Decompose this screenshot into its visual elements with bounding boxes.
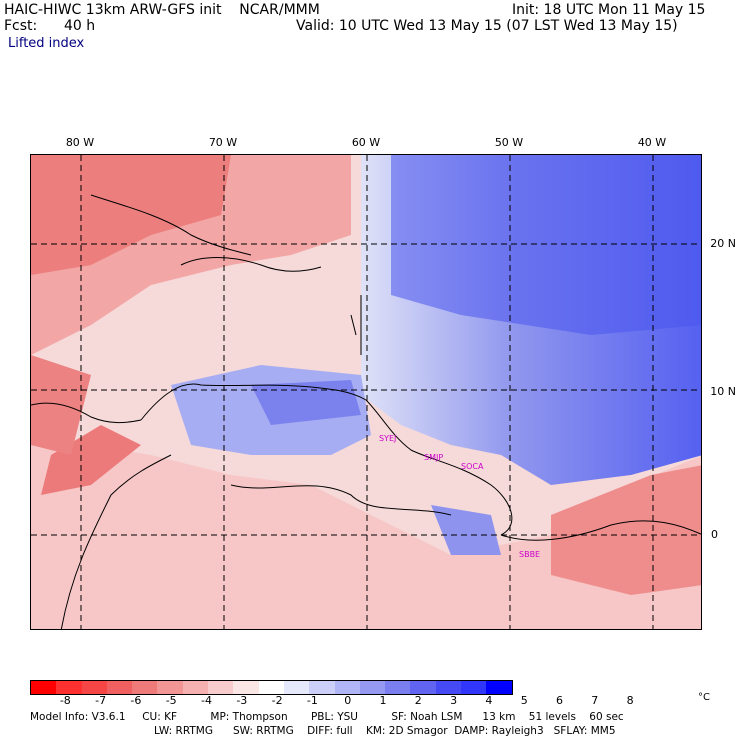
map-canvas: SYEJ SMJP SOCA SBBE bbox=[31, 155, 701, 629]
colorbar-tick-label: -2 bbox=[271, 694, 283, 707]
colorbar-swatch bbox=[81, 681, 107, 694]
hispaniola-coastline bbox=[180, 257, 322, 272]
valid-time: Valid: 10 UTC Wed 13 May 15 (07 LST Wed … bbox=[296, 18, 678, 34]
model-title: HAIC-HIWC 13km ARW-GFS init NCAR/MMM bbox=[4, 2, 320, 18]
colorbar-swatch bbox=[283, 681, 310, 694]
colorbar-swatch bbox=[56, 681, 82, 694]
colorbar-tick-label: -3 bbox=[236, 694, 248, 707]
colorbar-tick-label: 3 bbox=[450, 694, 458, 707]
colorbar-swatch bbox=[182, 681, 209, 694]
lifted-index-map: SYEJ SMJP SOCA SBBE bbox=[30, 154, 702, 630]
colorbar-tick-label: 5 bbox=[520, 694, 528, 707]
cuba-coastline bbox=[90, 194, 252, 256]
lon-label-40w: 40 W bbox=[637, 136, 667, 149]
lon-label-70w: 70 W bbox=[208, 136, 238, 149]
pacific-unstable bbox=[41, 425, 141, 495]
forecast-label: Fcst: bbox=[4, 18, 38, 34]
west-coast bbox=[60, 454, 172, 629]
colorbar-tick-label: -1 bbox=[306, 694, 318, 707]
lon-label-80w: 80 W bbox=[65, 136, 95, 149]
colorbar-swatch bbox=[106, 681, 133, 694]
colorbar-tick-label: 4 bbox=[485, 694, 493, 707]
station-syej: SYEJ bbox=[379, 434, 396, 443]
colorbar bbox=[30, 680, 513, 695]
colorbar-swatch bbox=[157, 681, 183, 694]
colorbar-swatch bbox=[309, 681, 335, 694]
colorbar-tick-label: -8 bbox=[59, 694, 71, 707]
colorbar-tick-label: 7 bbox=[591, 694, 599, 707]
colorbar-swatch bbox=[385, 681, 411, 694]
colorbar-swatch bbox=[410, 681, 436, 694]
lon-label-60w: 60 W bbox=[351, 136, 381, 149]
brazil-coastline bbox=[500, 520, 701, 541]
colorbar-swatch bbox=[208, 681, 234, 694]
atlantic-strong-stable bbox=[391, 155, 701, 335]
init-time: Init: 18 UTC Mon 11 May 15 bbox=[512, 2, 706, 18]
colorbar-tick-label: 6 bbox=[556, 694, 563, 707]
colorbar-tick-label: 0 bbox=[344, 694, 352, 707]
field-name: Lifted index bbox=[8, 36, 85, 51]
model-info-line2: LW: RRTMG SW: RRTMG DIFF: full KM: 2D Sm… bbox=[154, 725, 616, 737]
model-info-line1: Model Info: V3.6.1 CU: KF MP: Thompson P… bbox=[30, 711, 624, 723]
guiana-coastline bbox=[365, 399, 513, 536]
amazon-stable-spot bbox=[431, 505, 501, 555]
lat-label-0: 0 bbox=[711, 528, 718, 541]
lat-label-20n: 20 N bbox=[710, 237, 736, 250]
colorbar-swatch bbox=[435, 681, 462, 694]
colorbar-tick-label: -6 bbox=[130, 694, 142, 707]
east-brazil-unstable bbox=[551, 465, 701, 595]
lon-label-50w: 50 W bbox=[494, 136, 524, 149]
colorbar-swatch bbox=[359, 681, 386, 694]
border-lines bbox=[230, 484, 452, 516]
colorbar-tick-label: -5 bbox=[165, 694, 177, 707]
colorbar-tick-label: -4 bbox=[201, 694, 212, 707]
colorbar-swatch bbox=[486, 681, 512, 694]
colorbar-swatch bbox=[31, 681, 57, 694]
lat-lon-grid bbox=[31, 155, 701, 629]
station-labels: SYEJ SMJP SOCA SBBE bbox=[379, 434, 540, 559]
station-soca: SOCA bbox=[461, 462, 484, 471]
colorbar-swatch bbox=[334, 681, 360, 694]
colorbar-swatch bbox=[132, 681, 158, 694]
lesser-antilles bbox=[350, 295, 362, 355]
colorbar-tick-label: 2 bbox=[414, 694, 422, 707]
colorbar-swatch bbox=[461, 681, 487, 694]
south-america-region bbox=[31, 435, 701, 629]
colorbar-tick-label: 8 bbox=[626, 694, 634, 707]
colorbar-swatch bbox=[258, 681, 284, 694]
forecast-hour: 40 h bbox=[64, 18, 96, 34]
station-smjp: SMJP bbox=[424, 453, 443, 462]
colorbar-tick-label: 1 bbox=[379, 694, 387, 707]
colorbar-unit: °C bbox=[698, 692, 710, 703]
caribbean-core bbox=[251, 380, 361, 425]
panama-coastline bbox=[31, 402, 142, 424]
lat-label-10n: 10 N bbox=[710, 385, 736, 398]
colorbar-swatch bbox=[233, 681, 259, 694]
colorbar-tick-label: -7 bbox=[95, 694, 107, 707]
station-sbbe: SBBE bbox=[519, 550, 540, 559]
